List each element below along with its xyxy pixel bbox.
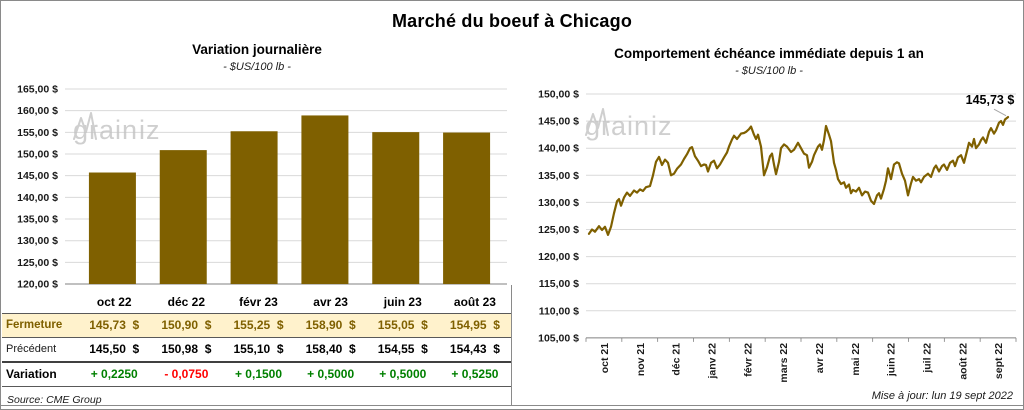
source-note: Source: CME Group xyxy=(7,394,102,406)
x-tick-label: oct 21 xyxy=(599,343,611,374)
table-corner-cell xyxy=(2,291,78,313)
y-tick-label: 135,00 $ xyxy=(17,214,58,226)
panel-divider xyxy=(511,285,512,406)
x-tick-label: juil 22 xyxy=(921,343,933,374)
table-row-variation: Variation + 0,2250 - 0,0750 + 0,1500 + 0… xyxy=(2,362,511,386)
y-tick-label: 150,00 $ xyxy=(17,149,58,161)
update-note: Mise à jour: lun 19 sept 2022 xyxy=(871,390,1013,402)
summary-table: oct 22 déc 22 févr 23 avr 23 juin 23 aoû… xyxy=(2,291,511,387)
annotation-leader-line xyxy=(993,108,1007,117)
bar-oct 22 xyxy=(88,172,136,285)
y-tick-label: 130,00 $ xyxy=(17,235,58,247)
bar-chart-title: Variation journalière xyxy=(192,42,322,57)
table-cell: 150,98 $ xyxy=(161,342,212,357)
y-tick-label: 140,00 $ xyxy=(17,192,58,204)
table-cell: 155,10 $ xyxy=(233,342,284,357)
table-cell: + 0,5000 xyxy=(307,367,355,382)
y-tick-label: 120,00 $ xyxy=(538,251,579,263)
row-label: Variation xyxy=(6,367,57,382)
column-header: avr 23 xyxy=(313,294,348,309)
column-header: déc 22 xyxy=(167,294,206,309)
y-tick-label: 140,00 $ xyxy=(538,143,579,155)
line-chart-title: Comportement échéance immédiate depuis 1… xyxy=(614,46,924,61)
line-chart-subtitle: - $US/100 lb - xyxy=(735,65,803,77)
x-tick-label: janv 22 xyxy=(706,343,718,380)
immediate-maturity-line-chart: 150,00 $ 145,00 $ 140,00 $ 135,00 $ 130,00 $… xyxy=(538,89,1017,383)
bar-juin 23 xyxy=(372,132,420,285)
column-header: août 23 xyxy=(453,294,496,309)
y-tick-label: 165,00 $ xyxy=(17,84,58,96)
table-cell: 158,40 $ xyxy=(305,342,356,357)
y-tick-label: 115,00 $ xyxy=(539,278,579,290)
column-header: oct 22 xyxy=(96,294,132,309)
price-line-series xyxy=(587,116,1010,236)
table-cell: 145,50 $ xyxy=(89,342,140,357)
table-cell: 154,43 $ xyxy=(449,342,500,357)
x-tick-label: déc 21 xyxy=(671,343,683,376)
row-label: Précédent xyxy=(6,343,57,356)
y-tick-label: 135,00 $ xyxy=(538,170,579,182)
x-tick-label: nov 21 xyxy=(635,343,647,376)
table-cell: 154,55 $ xyxy=(377,342,428,357)
bar-août 23 xyxy=(443,132,491,285)
y-tick-label: 160,00 $ xyxy=(17,105,58,117)
bar-déc 22 xyxy=(159,150,207,285)
x-tick-label: mars 22 xyxy=(778,343,790,383)
table-row-precedent: Précédent 145,50 $ 150,98 $ 155,10 $ 158… xyxy=(2,337,511,362)
row-label: Fermeture xyxy=(6,319,63,331)
daily-variation-bar-chart: 165,00 $ 160,00 $ 155,00 $ 150,00 $ 145,00 $… xyxy=(17,84,507,291)
y-tick-label: 130,00 $ xyxy=(538,197,579,209)
y-tick-label: 145,00 $ xyxy=(17,170,58,182)
x-tick-label: avr 22 xyxy=(814,343,826,374)
table-cell: 145,73 $ xyxy=(89,318,140,332)
table-header-row: oct 22 déc 22 févr 23 avr 23 juin 23 aoû… xyxy=(2,291,511,313)
page-title: Marché du boeuf à Chicago xyxy=(391,11,633,31)
table-cell: 154,95 $ xyxy=(449,318,500,332)
x-tick-label: sept 22 xyxy=(993,343,1005,379)
bottom-rule xyxy=(1,405,1023,406)
table-cell: - 0,0750 xyxy=(164,367,209,382)
table-cell: 150,90 $ xyxy=(161,318,212,332)
bar-févr 23 xyxy=(230,131,278,285)
table-row-fermeture: Fermeture 145,73 $ 150,90 $ 155,25 $ 158… xyxy=(2,313,511,337)
y-tick-label: 110,00 $ xyxy=(539,305,579,317)
y-tick-label: 150,00 $ xyxy=(538,89,579,101)
x-tick-label: juin 22 xyxy=(886,343,898,377)
column-header: juin 23 xyxy=(383,294,422,309)
y-tick-label: 155,00 $ xyxy=(17,127,58,139)
table-cell: + 0,1500 xyxy=(234,367,283,382)
y-tick-label: 125,00 $ xyxy=(17,257,58,269)
y-tick-label: 145,00 $ xyxy=(538,116,579,128)
x-tick-label: août 22 xyxy=(957,343,969,380)
last-value-annotation: 145,73 $ xyxy=(966,93,1015,107)
table-cell: 155,25 $ xyxy=(233,318,284,332)
table-cell: + 0,2250 xyxy=(90,367,138,382)
table-cell: 155,05 $ xyxy=(377,318,428,332)
bar-avr 23 xyxy=(301,115,349,285)
y-tick-label: 125,00 $ xyxy=(538,224,579,236)
table-cell: 158,90 $ xyxy=(305,318,356,332)
x-tick-label: févr 22 xyxy=(742,343,754,377)
y-tick-label: 120,00 $ xyxy=(17,279,58,291)
column-header: févr 23 xyxy=(239,294,278,309)
y-tick-label: 105,00 $ xyxy=(538,332,579,344)
bar-chart-subtitle: - $US/100 lb - xyxy=(223,61,291,73)
table-cell: + 0,5000 xyxy=(379,367,427,382)
table-cell: + 0,5250 xyxy=(451,367,499,382)
x-tick-label: mai 22 xyxy=(850,343,862,376)
